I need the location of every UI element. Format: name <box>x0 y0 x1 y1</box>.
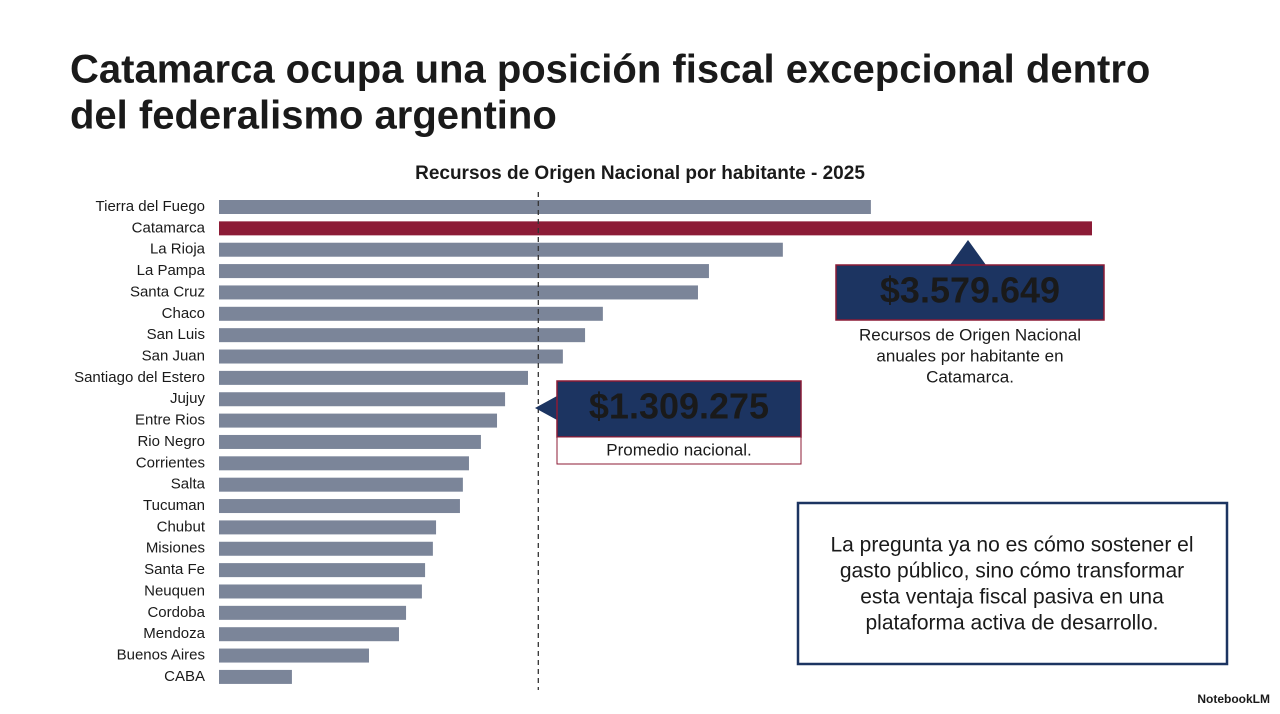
y-tick-label: Tucuman <box>143 497 205 514</box>
bar <box>219 456 469 471</box>
y-tick-label: Salta <box>171 476 206 493</box>
y-tick-label: Corrientes <box>136 454 205 471</box>
bar <box>219 242 783 257</box>
callout-pointer <box>950 240 986 265</box>
y-tick-label: Santiago del Estero <box>74 369 205 386</box>
bar <box>219 306 603 321</box>
slide-title: Catamarca ocupa una posición fiscal exce… <box>70 48 1150 92</box>
note-text: plataforma activa de desarrollo. <box>866 612 1159 635</box>
y-tick-label: Buenos Aires <box>117 647 205 664</box>
bar <box>219 520 437 535</box>
bar <box>219 285 698 300</box>
bar <box>219 413 498 428</box>
y-tick-label: La Rioja <box>150 241 206 258</box>
y-tick-label: Cordoba <box>147 604 205 621</box>
bar <box>219 200 871 214</box>
callout-text: Promedio nacional. <box>606 440 752 459</box>
bar <box>219 605 407 620</box>
callout-value: $3.579.649 <box>880 270 1060 311</box>
callout-caption-box <box>556 436 802 465</box>
bar <box>219 563 426 578</box>
y-tick-label: La Pampa <box>137 262 206 279</box>
y-tick-label: Mendoza <box>143 625 205 642</box>
callout-value: $1.309.275 <box>589 386 769 427</box>
bar <box>219 370 528 385</box>
bar <box>219 264 709 279</box>
chart-title: Recursos de Origen Nacional por habitant… <box>415 163 865 184</box>
y-tick-label: Rio Negro <box>137 433 205 450</box>
bar <box>219 499 460 514</box>
y-tick-label: Santa Fe <box>144 561 205 578</box>
bar <box>219 541 433 556</box>
bar <box>219 648 369 663</box>
bar <box>219 328 586 343</box>
callout-text: Recursos de Origen Nacional <box>859 325 1081 344</box>
y-tick-label: Catamarca <box>132 219 206 236</box>
callout-text: anuales por habitante en <box>876 346 1063 365</box>
bar <box>219 627 399 642</box>
bar <box>219 434 481 449</box>
callout-box <box>835 264 1105 321</box>
y-tick-label: Chubut <box>157 518 206 535</box>
bar <box>219 669 292 684</box>
note-text: gasto público, sino cómo transformar <box>840 560 1184 583</box>
y-tick-label: Entre Rios <box>135 412 205 429</box>
bar <box>219 392 506 407</box>
callout-box <box>556 380 802 438</box>
y-tick-label: Jujuy <box>170 390 206 407</box>
bar <box>219 349 563 364</box>
y-tick-label: CABA <box>164 668 205 685</box>
note-text: esta ventaja fiscal pasiva en una <box>860 586 1164 609</box>
bar <box>219 584 422 599</box>
y-tick-label: Tierra del Fuego <box>96 198 206 215</box>
slide-title: del federalismo argentino <box>70 94 557 138</box>
y-tick-label: Santa Cruz <box>130 283 205 300</box>
y-tick-label: Misiones <box>146 540 205 557</box>
y-tick-label: San Juan <box>142 347 205 364</box>
note-text: La pregunta ya no es cómo sostener el <box>830 534 1193 557</box>
y-tick-label: Neuquen <box>144 582 205 599</box>
y-tick-label: San Luis <box>147 326 205 343</box>
callout-pointer <box>535 396 557 420</box>
brand: NotebookLM <box>1197 692 1270 706</box>
bar <box>219 477 463 492</box>
bar <box>219 221 1092 236</box>
y-tick-label: Chaco <box>162 305 205 322</box>
callout-text: Catamarca. <box>926 367 1014 386</box>
note-box <box>796 501 1229 666</box>
